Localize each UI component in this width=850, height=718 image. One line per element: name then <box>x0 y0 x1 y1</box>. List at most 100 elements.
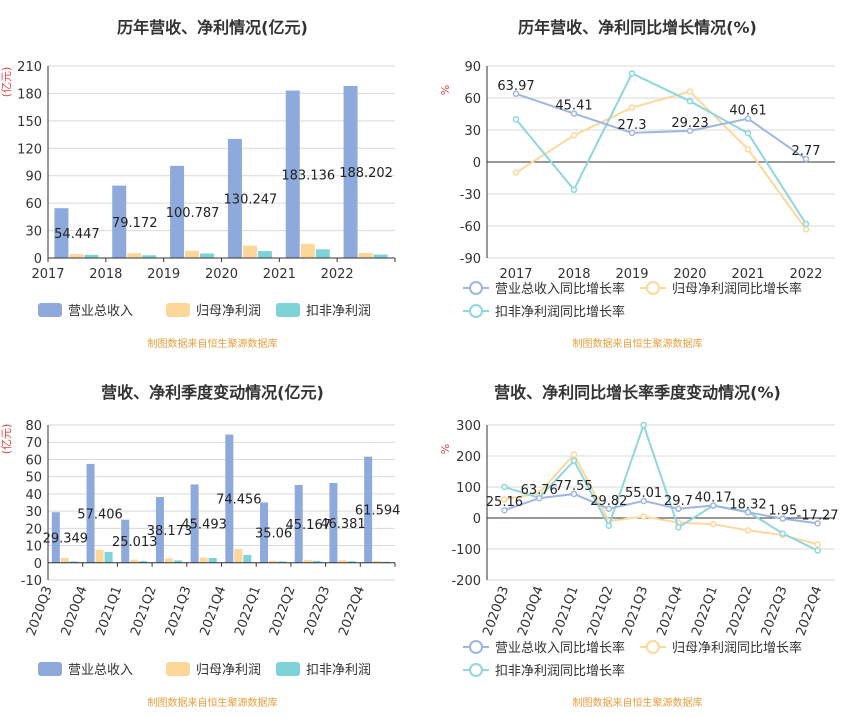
series-line <box>504 421 819 552</box>
data-label: 38.173 <box>147 524 193 539</box>
x-tick-label: 2022Q1 <box>232 584 264 638</box>
legend-marker <box>469 304 483 318</box>
data-label: 55.01 <box>625 486 662 501</box>
x-tick-label: 2022Q4 <box>794 584 826 638</box>
bar-deducted-profit <box>312 560 321 563</box>
x-tick-label: 2017 <box>31 267 64 282</box>
data-label: 61.594 <box>355 504 401 519</box>
data-point <box>686 97 694 105</box>
data-label: 29.82 <box>590 494 627 509</box>
y-tick-label: 90 <box>25 170 42 185</box>
legend-swatch <box>166 662 190 676</box>
bar-revenue <box>51 512 60 563</box>
legend-label: 归母净利润 <box>196 663 261 678</box>
bar-revenue <box>285 90 300 258</box>
x-tick-label: 2020Q4 <box>515 584 547 638</box>
data-point <box>501 483 508 491</box>
y-tick-label: 30 <box>25 225 42 240</box>
credit-text: 制图数据来自恒生聚源数据库 <box>572 698 703 709</box>
data-point <box>686 88 694 95</box>
x-tick-label: 2021Q4 <box>654 584 686 638</box>
bar-deducted-profit <box>208 557 217 563</box>
chart-title: 历年营收、净利情况(亿元) <box>117 18 308 37</box>
y-tick-label: 80 <box>25 419 42 434</box>
bar-net-profit <box>69 254 84 258</box>
data-label: 63.76 <box>521 483 558 498</box>
legend-swatch <box>276 662 300 676</box>
data-label: 79.172 <box>112 216 158 231</box>
bar-revenue <box>329 482 338 563</box>
data-point <box>605 505 613 513</box>
y-tick-label: 70 <box>25 436 42 451</box>
data-label: 35.06 <box>255 527 292 542</box>
data-label: 29.23 <box>671 116 708 131</box>
y-tick-label: -90 <box>460 252 481 267</box>
data-point <box>814 520 821 527</box>
x-tick-label: 2021Q3 <box>620 584 652 638</box>
x-tick-label: 2020 <box>673 267 706 282</box>
legend-label: 营业总收入 <box>68 304 133 319</box>
credit-text: 制图数据来自恒生聚源数据库 <box>147 339 278 350</box>
bar-net-profit <box>269 560 278 563</box>
data-point <box>570 457 578 464</box>
x-tick-label: 2022Q2 <box>267 584 299 638</box>
data-point <box>686 127 694 135</box>
data-point <box>570 490 578 498</box>
x-tick-label: 2022Q4 <box>336 584 368 638</box>
x-tick-label: 2019 <box>615 267 648 282</box>
y-tick-label: 20 <box>25 522 42 537</box>
bar-deducted-profit <box>257 251 272 258</box>
y-tick-label: -60 <box>460 220 481 235</box>
bar-deducted-profit <box>373 254 388 258</box>
data-label: 183.136 <box>281 168 335 183</box>
legend-swatch <box>38 662 62 676</box>
legend-marker <box>469 281 483 295</box>
data-point <box>628 104 636 111</box>
y-tick-label: 300 <box>456 419 481 434</box>
bar-revenue <box>294 484 303 563</box>
data-label: 25.16 <box>486 495 523 510</box>
data-label: 40.17 <box>695 491 732 506</box>
legend-swatch <box>166 303 190 317</box>
x-tick-label: 2020Q3 <box>24 584 56 638</box>
legend-label: 归母净利润同比增长率 <box>672 281 802 297</box>
y-tick-label: -30 <box>460 188 481 203</box>
y-tick-label: 0 <box>473 156 481 171</box>
y-tick-label: 0 <box>34 557 42 572</box>
data-point <box>802 225 810 233</box>
data-label: 100.787 <box>166 206 220 221</box>
bar-deducted-profit <box>347 561 356 563</box>
panel-quarterly-growth: 营收、净利同比增长率季度变动情况(%) -200 -100 0 100 200 300% 2… <box>425 359 850 718</box>
legend-marker <box>469 640 483 654</box>
data-point <box>744 145 752 153</box>
y-tick-label: 180 <box>17 87 42 102</box>
x-tick-label: 2022Q3 <box>759 584 791 638</box>
y-tick-label: 210 <box>17 60 42 75</box>
x-tick-label: 2021Q1 <box>93 584 125 638</box>
data-point <box>512 116 520 123</box>
y-unit-label: (亿元) <box>0 424 13 455</box>
data-point <box>605 522 613 529</box>
chart-title: 历年营收、净利同比增长情况(%) <box>518 18 757 37</box>
data-point <box>535 494 543 502</box>
x-tick-label: 2021Q2 <box>128 584 160 638</box>
series-line <box>504 492 818 525</box>
legend-label: 归母净利润同比增长率 <box>672 640 802 656</box>
bar-deducted-profit <box>315 249 330 258</box>
y-tick-label: 30 <box>25 505 42 520</box>
data-point <box>675 505 682 513</box>
legend-label: 扣非净利润同比增长率 <box>495 663 625 679</box>
x-tick-label: 2021 <box>731 267 764 282</box>
x-tick-label: 2020 <box>205 267 238 282</box>
y-unit-label: % <box>439 444 452 454</box>
data-label: 45.41 <box>555 99 592 114</box>
data-label: 45.167 <box>286 518 332 533</box>
bar-deducted-profit <box>142 255 157 258</box>
legend-label: 营业总收入 <box>68 663 133 678</box>
bar-net-profit <box>127 253 142 258</box>
x-tick-label: 2017 <box>499 267 532 282</box>
bar-revenue <box>155 497 164 563</box>
x-tick-label: 2022Q1 <box>689 584 721 638</box>
y-tick-label: 150 <box>17 115 42 130</box>
